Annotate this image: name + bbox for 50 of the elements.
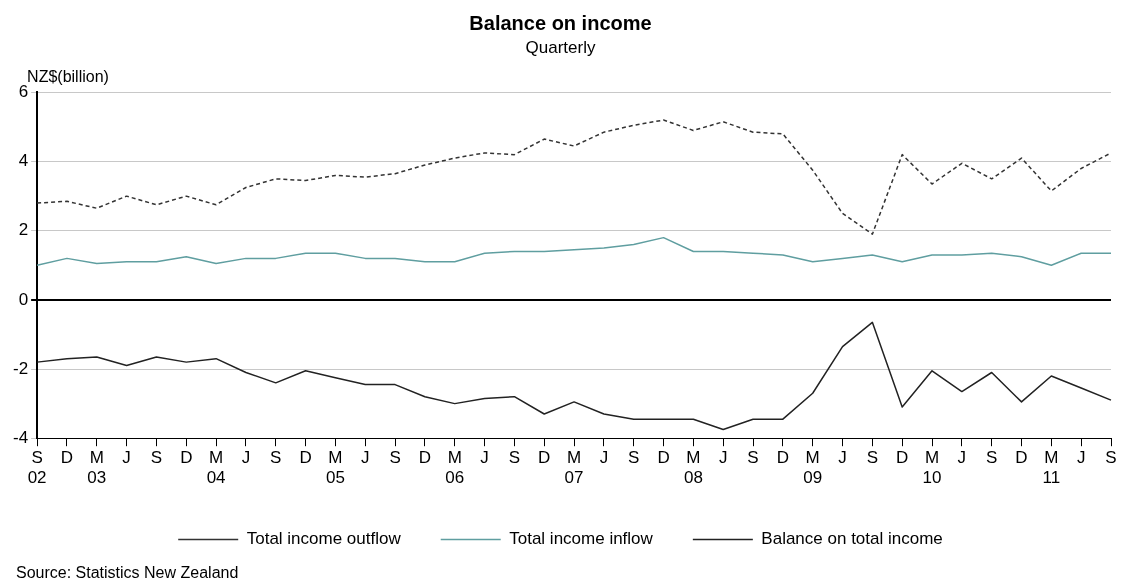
y-tick-label: -2: [12, 358, 29, 378]
x-tick-label: S: [986, 448, 998, 468]
x-tick-label: M 03: [87, 448, 107, 488]
chart-title: Balance on income: [469, 11, 652, 34]
x-tick-label: S: [270, 448, 282, 468]
x-tick-label: S: [150, 448, 163, 468]
x-tick-label: J: [838, 448, 847, 468]
y-tick-label: 4: [18, 151, 29, 171]
y-axis-title: NZ$(billion): [27, 68, 109, 86]
x-tick-label: M 07: [564, 448, 584, 488]
x-tick-label: M 08: [683, 448, 703, 488]
y-tick-label: 6: [18, 82, 29, 102]
x-tick-label: J: [599, 448, 609, 468]
x-tick-label: J: [480, 448, 489, 468]
x-tick-label: S: [1105, 448, 1117, 468]
x-tick-label: M 09: [803, 448, 823, 488]
x-tick-label: S: [389, 448, 401, 468]
x-tick-label: M 11: [1042, 448, 1061, 488]
x-tick-label: D: [657, 448, 670, 468]
x-tick-label: D: [776, 448, 790, 468]
legend-label: Balance on total income: [761, 529, 943, 549]
x-tick-label: S: [508, 448, 521, 468]
y-tick-label: 2: [18, 220, 29, 240]
x-tick-label: J: [1076, 448, 1086, 468]
x-tick-label: M 10: [922, 448, 942, 488]
x-tick-label: S: [628, 448, 640, 468]
x-tick-label: D: [538, 448, 551, 468]
x-tick-label: J: [122, 448, 131, 468]
x-tick-label: D: [418, 448, 432, 468]
x-tick-label: S: [747, 448, 759, 468]
y-tick-label: 0: [18, 289, 29, 309]
x-tick-label: M 05: [325, 448, 345, 488]
x-tick-label: J: [241, 448, 251, 468]
x-tick-label: J: [361, 448, 370, 468]
legend-label: Total income outflow: [246, 529, 402, 549]
y-tick-label: -4: [12, 427, 29, 447]
x-tick-label: D: [180, 448, 193, 468]
x-tick-label: J: [718, 448, 728, 468]
x-tick-label: D: [299, 448, 312, 468]
x-tick-label: D: [896, 448, 909, 468]
x-tick-label: D: [1015, 448, 1028, 468]
x-tick-label: M 04: [206, 448, 226, 488]
x-tick-label: D: [60, 448, 74, 468]
x-tick-label: S 02: [27, 448, 47, 488]
source-note: Source: Statistics New Zealand: [16, 564, 239, 581]
legend-label: Total income inflow: [509, 529, 654, 549]
x-tick-label: M 06: [445, 448, 465, 488]
x-tick-label: S: [866, 448, 879, 468]
chart-subtitle: Quarterly: [525, 37, 596, 57]
x-tick-label: J: [957, 448, 967, 468]
